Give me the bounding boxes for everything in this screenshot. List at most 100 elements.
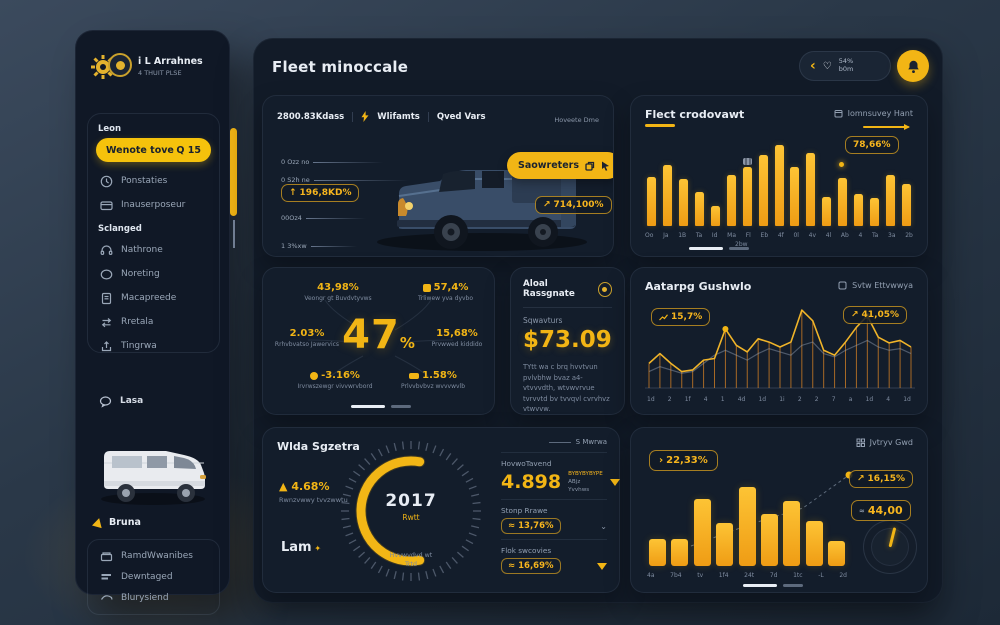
bar <box>838 178 848 226</box>
x-tick-label: 7b4 <box>670 572 682 579</box>
chat-icon <box>99 395 112 408</box>
x-tick-label: 4 <box>858 232 863 239</box>
page-title: Fleet minoccale <box>272 58 409 76</box>
bar <box>774 145 784 226</box>
van-action-pill[interactable]: Saowreters <box>507 152 613 179</box>
line-badge-left: 15,7% <box>651 308 711 326</box>
card-icon <box>100 200 113 210</box>
filter-icon[interactable] <box>609 479 620 487</box>
sidebar-item-ponstaties[interactable]: Ponstaties <box>96 169 211 193</box>
pill-label: Saowreters <box>518 160 580 171</box>
header-stat-pill[interactable]: ‹ ♡ 54% b0m <box>799 51 891 81</box>
gauge: 2017 Rwtt Hvvwvdvd wt Trtd <box>333 433 489 589</box>
bar <box>693 498 711 566</box>
sidebar-item-active[interactable]: Wenote tove Q 15 <box>96 138 211 162</box>
x-tick-label: 2d <box>839 572 847 579</box>
x-axis-labels: 1d 2 1f 4 1 4d 1d 1i 2 2 7 a 1d 4 1d <box>647 396 911 403</box>
x-tick-label: 4 <box>886 396 891 403</box>
bar-badge-top: › 22,33% <box>649 450 718 471</box>
x-tick-label: 24t <box>744 572 755 579</box>
van-badge-right: ↗ 714,100% <box>535 196 612 214</box>
x-tick-label: 1i <box>779 396 785 403</box>
sidebar-item-rretala[interactable]: Rretala <box>96 310 211 334</box>
bar <box>710 205 720 226</box>
headset-icon <box>100 244 113 255</box>
chart-callout-badge: 78,66% <box>845 136 899 154</box>
x-tick-label: 1 <box>720 396 725 403</box>
van-badge-left: ↑ 196,8KD% <box>281 184 360 202</box>
kpi-column-header: S Mwrwa <box>501 438 607 446</box>
filter-icon[interactable] <box>597 562 607 570</box>
center-metric: 47% <box>342 312 415 358</box>
item-label: Inauserposeur <box>121 200 186 210</box>
bar <box>678 179 688 226</box>
center-value: 47 <box>342 312 400 358</box>
dial-knob[interactable] <box>863 520 917 574</box>
item-label: RamdWwanibes <box>121 551 193 562</box>
x-tick-label: 4d <box>737 396 746 403</box>
transfer-arrows-icon <box>101 317 112 327</box>
sidebar-item-lasa[interactable]: Lasa <box>95 389 147 413</box>
sidebar-scrollbar[interactable] <box>230 128 237 216</box>
sidebar-item-blurysiend[interactable]: Blurysiend <box>96 589 211 607</box>
chart-legend[interactable]: Iomnsuvey Hant <box>847 109 913 118</box>
gauge-center: 2017 Rwtt <box>385 491 437 522</box>
blue-van-image <box>377 169 587 251</box>
sidebar-item-ramdwwanibes[interactable]: RamdWwanibes <box>96 547 211 565</box>
x-tick-label: 3a <box>888 232 896 239</box>
bar <box>694 192 704 226</box>
x-tick-label: Ta <box>871 232 879 239</box>
kpi-row: HovwoTavend 4.898 BYBYBYBYPE ABjz Yvvhws <box>501 452 620 499</box>
x-tick-label: a <box>848 396 853 403</box>
notification-button[interactable] <box>897 50 929 82</box>
chevron-down-icon[interactable]: ⌄ <box>600 521 607 531</box>
logo-subtitle: 4 THUIT PLSE <box>138 68 182 77</box>
kpi-badge: ≈13,76% <box>501 518 561 535</box>
bar <box>716 522 734 566</box>
copy-icon[interactable] <box>585 161 595 171</box>
bar <box>822 197 832 226</box>
active-item-badge: Q 15 <box>176 144 201 156</box>
sidebar-item-dewntaged[interactable]: Dewntaged <box>96 568 211 586</box>
item-label: Rretala <box>121 317 154 327</box>
carousel-dots[interactable] <box>351 405 411 408</box>
chart-legend[interactable]: Svtw Ettvwwya <box>852 281 913 290</box>
x-tick-label: 4 <box>703 396 708 403</box>
item-label: Noreting <box>121 269 160 279</box>
van-stat-mileage: 2800.83Kdass <box>277 111 345 122</box>
x-tick-label: 4a <box>647 572 655 579</box>
value-label: Sqwavturs <box>523 316 563 325</box>
connector-lines <box>307 299 454 377</box>
revenue-value: $73.09 <box>523 327 612 353</box>
chart-legend[interactable]: Jvtryv Gwd <box>869 438 913 447</box>
bar <box>671 539 689 566</box>
x-tick-label: 7 <box>831 396 836 403</box>
bar-series <box>649 476 845 566</box>
circle-icon <box>100 268 113 280</box>
sidebar-item-inauserposeur[interactable]: Inauserposeur <box>96 193 211 217</box>
sidebar-menu-panel: Leon Wenote tove Q 15 Ponstaties Inauser… <box>87 113 220 353</box>
bar <box>828 540 845 566</box>
x-tick-label: 0l <box>793 232 799 239</box>
bar-badge-low: ≈44,00 <box>851 500 911 521</box>
sidebar-item-nathrone[interactable]: Nathrone <box>96 238 211 262</box>
x-tick-label: 1f <box>684 396 691 403</box>
x-tick-label: 1f4 <box>718 572 729 579</box>
chevron-left-icon[interactable]: ‹ <box>810 58 816 74</box>
sidebar-item-macapreede[interactable]: Macapreede <box>96 286 211 310</box>
carousel-dots[interactable] <box>743 584 803 587</box>
target-icon[interactable] <box>597 281 612 297</box>
sidebar-item-noreting[interactable]: Noreting <box>96 262 211 286</box>
performance-bar-chart-card: Jvtryv Gwd › 22,33% ↗ 16,15% ≈44,00 4a 7b4 t… <box>630 427 928 593</box>
sidebar-item-tingrwa[interactable]: Tingrwa <box>96 334 211 358</box>
emblem-icon <box>108 53 132 77</box>
bar <box>783 501 801 566</box>
cursor-icon[interactable] <box>601 161 610 171</box>
bar <box>649 539 666 566</box>
document-icon <box>101 292 112 304</box>
x-tick-label: 1B <box>678 232 687 239</box>
spec-line-1: 0 Ozz no <box>281 158 384 166</box>
section-settings-label: Sclanged <box>98 224 142 234</box>
carousel-dots[interactable] <box>689 247 749 250</box>
item-label: Lasa <box>120 396 144 406</box>
